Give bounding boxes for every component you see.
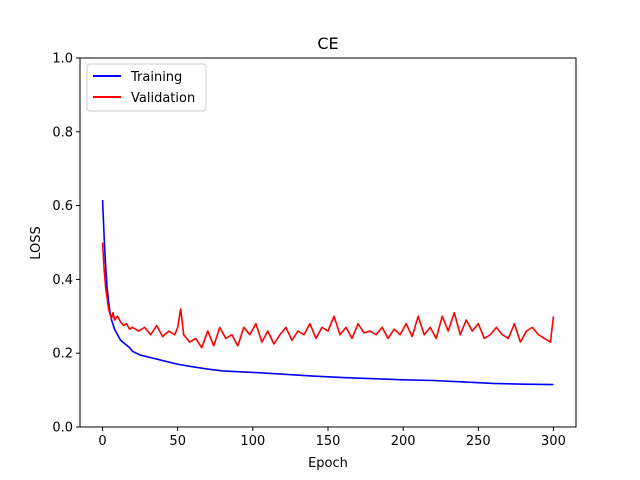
y-axis-ticks: 0.0 0.2 0.4 0.6 0.8 1.0: [52, 52, 80, 436]
x-tick-label: 150: [316, 434, 341, 449]
x-tick-label: 100: [240, 434, 265, 449]
x-tick-label: 0: [98, 434, 106, 449]
y-tick-label: 0.2: [52, 347, 73, 362]
y-axis-title: LOSS: [29, 226, 44, 260]
plot-series: [101, 200, 555, 386]
y-tick-label: 0.0: [52, 421, 73, 436]
x-tick-label: 50: [169, 434, 186, 449]
plot-frame: [79, 57, 577, 428]
series-line-training: [101, 200, 554, 386]
x-axis-title: Epoch: [308, 456, 348, 471]
legend-label-validation: Validation: [131, 91, 195, 106]
y-tick-label: 0.6: [52, 199, 73, 214]
y-tick-label: 0.8: [52, 125, 73, 140]
x-axis-ticks: 0 50 100 150 200 250 300: [98, 427, 566, 449]
x-tick-label: 200: [391, 434, 416, 449]
legend: Training Validation: [86, 63, 207, 112]
series-line-validation: [101, 242, 555, 349]
y-tick-label: 0.4: [52, 273, 73, 288]
x-tick-label: 250: [466, 434, 491, 449]
x-tick-label: 300: [541, 434, 566, 449]
y-tick-label: 1.0: [52, 52, 73, 67]
legend-label-training: Training: [130, 70, 182, 85]
chart-title: CE: [317, 34, 338, 53]
